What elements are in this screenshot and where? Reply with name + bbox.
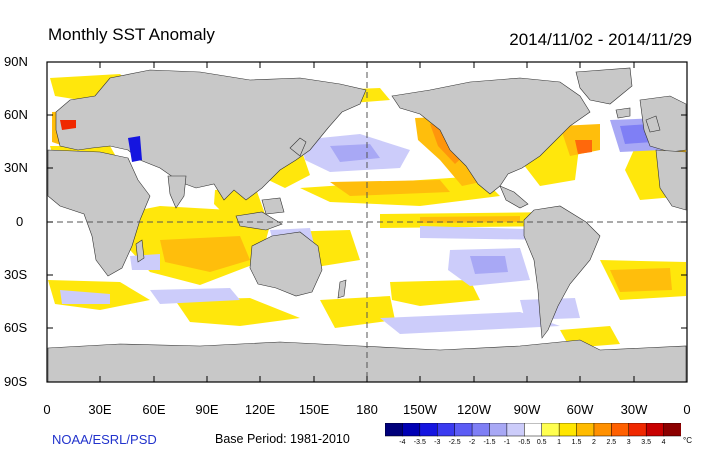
lon-label-90e: 90E: [195, 402, 219, 417]
lat-label-30s: 30S: [4, 267, 28, 282]
colorbar-tick-label: 4: [661, 439, 666, 446]
base-period-label: Base Period: 1981-2010: [215, 432, 350, 446]
caspian-anomaly: [128, 136, 142, 162]
eurasia-landmass: [55, 69, 367, 201]
lon-label-90w: 90W: [513, 402, 541, 417]
colorbar-tick-label: 2: [591, 439, 596, 446]
colorbar-tick-label: 1: [557, 439, 562, 446]
lon-label-60e: 60E: [142, 402, 166, 417]
colorbar-swatch: [611, 423, 630, 437]
colorbar-swatch: [541, 423, 560, 437]
lon-label-0-east: 0: [683, 402, 691, 417]
lon-label-0: 0: [43, 402, 51, 417]
land-masses: [47, 67, 687, 383]
lat-label-60s: 60S: [4, 320, 28, 335]
date-range: 2014/11/02 - 2014/11/29: [509, 30, 692, 49]
colorbar-tick-label: 3: [626, 439, 631, 446]
lat-label-0: 0: [16, 214, 24, 229]
colorbar-swatch: [402, 423, 421, 437]
western-europe-landmass: [639, 95, 687, 153]
lon-label-120e: 120E: [244, 402, 276, 417]
colorbar-tick-label: 1.5: [571, 439, 582, 446]
colorbar-swatch: [436, 423, 456, 437]
colorbar-swatch: [489, 423, 508, 437]
colorbar-tick-label: -2: [468, 439, 476, 446]
colorbar-tick-label: 0.5: [536, 439, 547, 446]
colorbar-swatch: [576, 423, 595, 437]
lon-label-150e: 150E: [298, 402, 330, 417]
colorbar: [385, 423, 681, 437]
colorbar-swatch: [558, 423, 578, 437]
colorbar-tick-label: -4: [399, 439, 406, 446]
credit-label: NOAA/ESRL/PSD: [52, 432, 157, 447]
lon-label-150w: 150W: [403, 402, 437, 417]
lat-label-90n: 90N: [4, 54, 28, 69]
colorbar-swatch: [385, 423, 404, 437]
lon-label-30w: 30W: [620, 402, 648, 417]
colorbar-tick-label: -3: [434, 439, 441, 446]
colorbar-swatch: [454, 423, 473, 437]
lon-label-120w: 120W: [457, 402, 491, 417]
map-title: Monthly SST Anomaly: [48, 25, 215, 44]
colorbar-tick-label: -3.5: [413, 439, 426, 446]
north-america-landmass: [391, 77, 591, 195]
colorbar-swatch: [628, 423, 647, 437]
south-america-landmass: [523, 205, 601, 339]
colorbar-swatch: [593, 423, 613, 437]
colorbar-tick-label: 2.5: [606, 439, 617, 446]
greenland-landmass: [575, 67, 633, 105]
colorbar-swatch: [645, 423, 665, 437]
australia-landmass: [249, 231, 323, 297]
lon-label-30e: 30E: [88, 402, 112, 417]
lat-label-90s: 90S: [4, 374, 28, 389]
colorbar-tick-label: -2.5: [448, 439, 461, 446]
colorbar-tick-label: -1.5: [483, 439, 496, 446]
colorbar-swatch: [524, 423, 543, 437]
colorbar-tick-label: -1: [503, 439, 510, 446]
lon-label-60w: 60W: [566, 402, 594, 417]
lat-label-60n: 60N: [4, 107, 28, 122]
colorbar-swatch: [663, 423, 681, 437]
colorbar-swatch: [419, 423, 438, 437]
colorbar-unit: °C: [683, 436, 692, 445]
north-sea-anomaly: [60, 120, 76, 130]
lon-label-180: 180: [356, 402, 378, 417]
colorbar-tick-label: 3.5: [641, 439, 652, 446]
colorbar-swatch: [506, 423, 526, 437]
lat-label-30n: 30N: [4, 160, 28, 175]
colorbar-tick-label: -0.5: [518, 439, 531, 446]
colorbar-swatch: [471, 423, 491, 437]
africa-landmass: [47, 149, 151, 277]
